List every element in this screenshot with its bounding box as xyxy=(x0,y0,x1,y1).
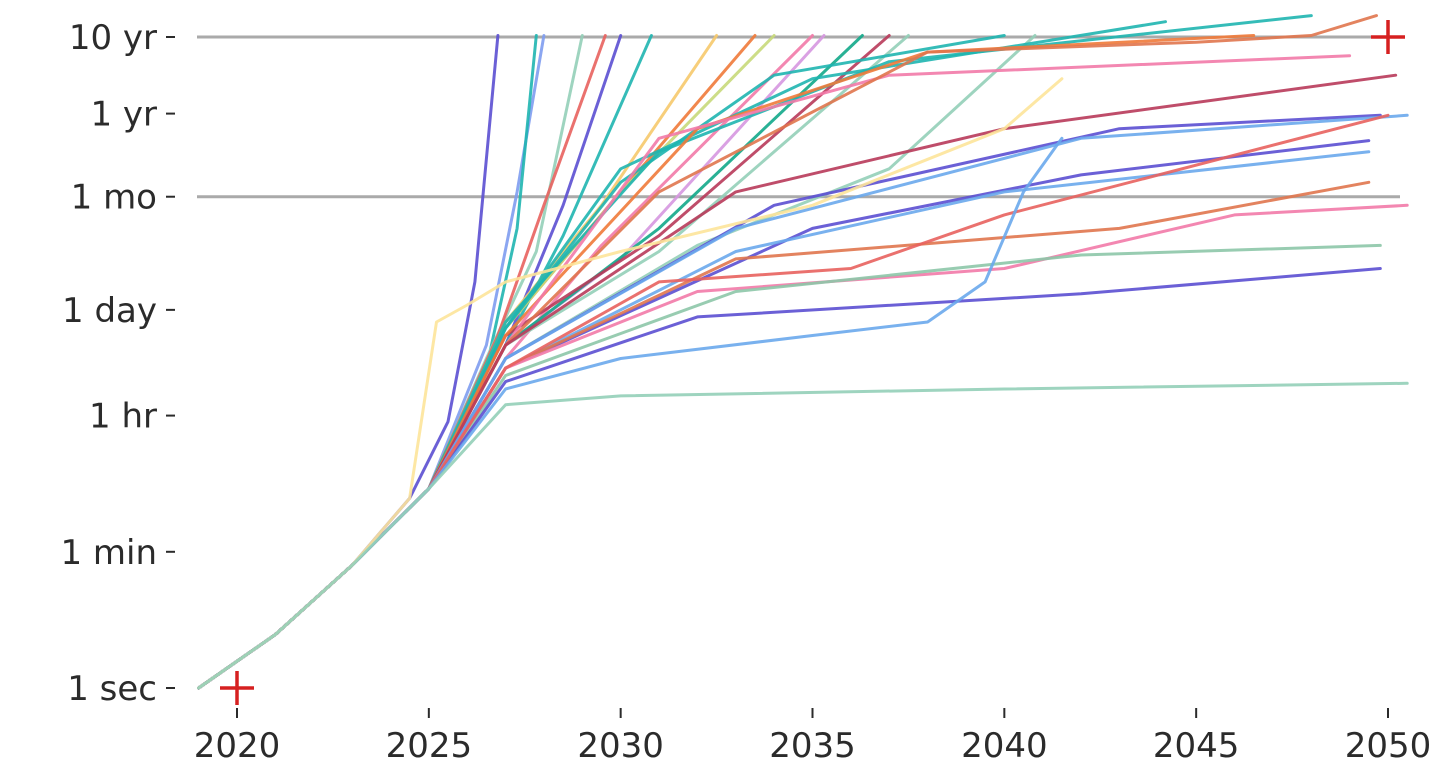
y-tick-label-5: 1 yr xyxy=(90,95,157,135)
series-line-34 xyxy=(197,381,1409,690)
y-tick-label-0: 1 sec xyxy=(67,669,157,709)
series-line-6 xyxy=(197,34,653,690)
y-tick-label-2: 1 hr xyxy=(89,397,157,437)
series-line-7 xyxy=(197,34,719,690)
series-line-10 xyxy=(197,34,814,690)
series-line-11 xyxy=(197,34,826,690)
y-axis: 1 sec 1 min 1 hr 1 day 1 mo 1 yr 10 yr xyxy=(60,18,175,709)
series-line-14 xyxy=(197,34,910,690)
series-line-27 xyxy=(197,180,1371,690)
series-line-24 xyxy=(197,113,1409,690)
series-line-21 xyxy=(197,14,1378,690)
series-line-5 xyxy=(197,34,623,690)
plus-marker-1 xyxy=(1371,20,1405,54)
x-tick-label-2: 2030 xyxy=(577,726,664,766)
x-axis: 2020 2025 2030 2035 2040 2045 2050 xyxy=(194,708,1432,766)
series-line-30 xyxy=(197,267,1382,690)
series-line-12 xyxy=(197,34,864,690)
series-line-23 xyxy=(197,113,1382,690)
x-tick-label-3: 2035 xyxy=(769,726,856,766)
y-tick-label-1: 1 min xyxy=(60,533,157,573)
series-line-28 xyxy=(197,203,1409,690)
series-layer xyxy=(197,14,1409,690)
series-line-0 xyxy=(197,34,500,690)
y-tick-label-3: 1 day xyxy=(62,291,157,331)
x-tick-label-6: 2050 xyxy=(1345,726,1432,766)
x-tick-label-0: 2020 xyxy=(194,726,281,766)
x-tick-label-1: 2025 xyxy=(386,726,473,766)
x-tick-label-5: 2045 xyxy=(1153,726,1240,766)
x-tick-label-4: 2040 xyxy=(961,726,1048,766)
series-line-18 xyxy=(197,14,1313,690)
series-line-26 xyxy=(197,150,1371,690)
series-line-25 xyxy=(197,139,1371,690)
series-line-15 xyxy=(197,34,1006,690)
plus-marker-0 xyxy=(220,671,254,705)
y-tick-label-6: 10 yr xyxy=(69,18,157,58)
y-tick-label-4: 1 mo xyxy=(71,178,157,218)
marker-layer xyxy=(220,20,1405,705)
